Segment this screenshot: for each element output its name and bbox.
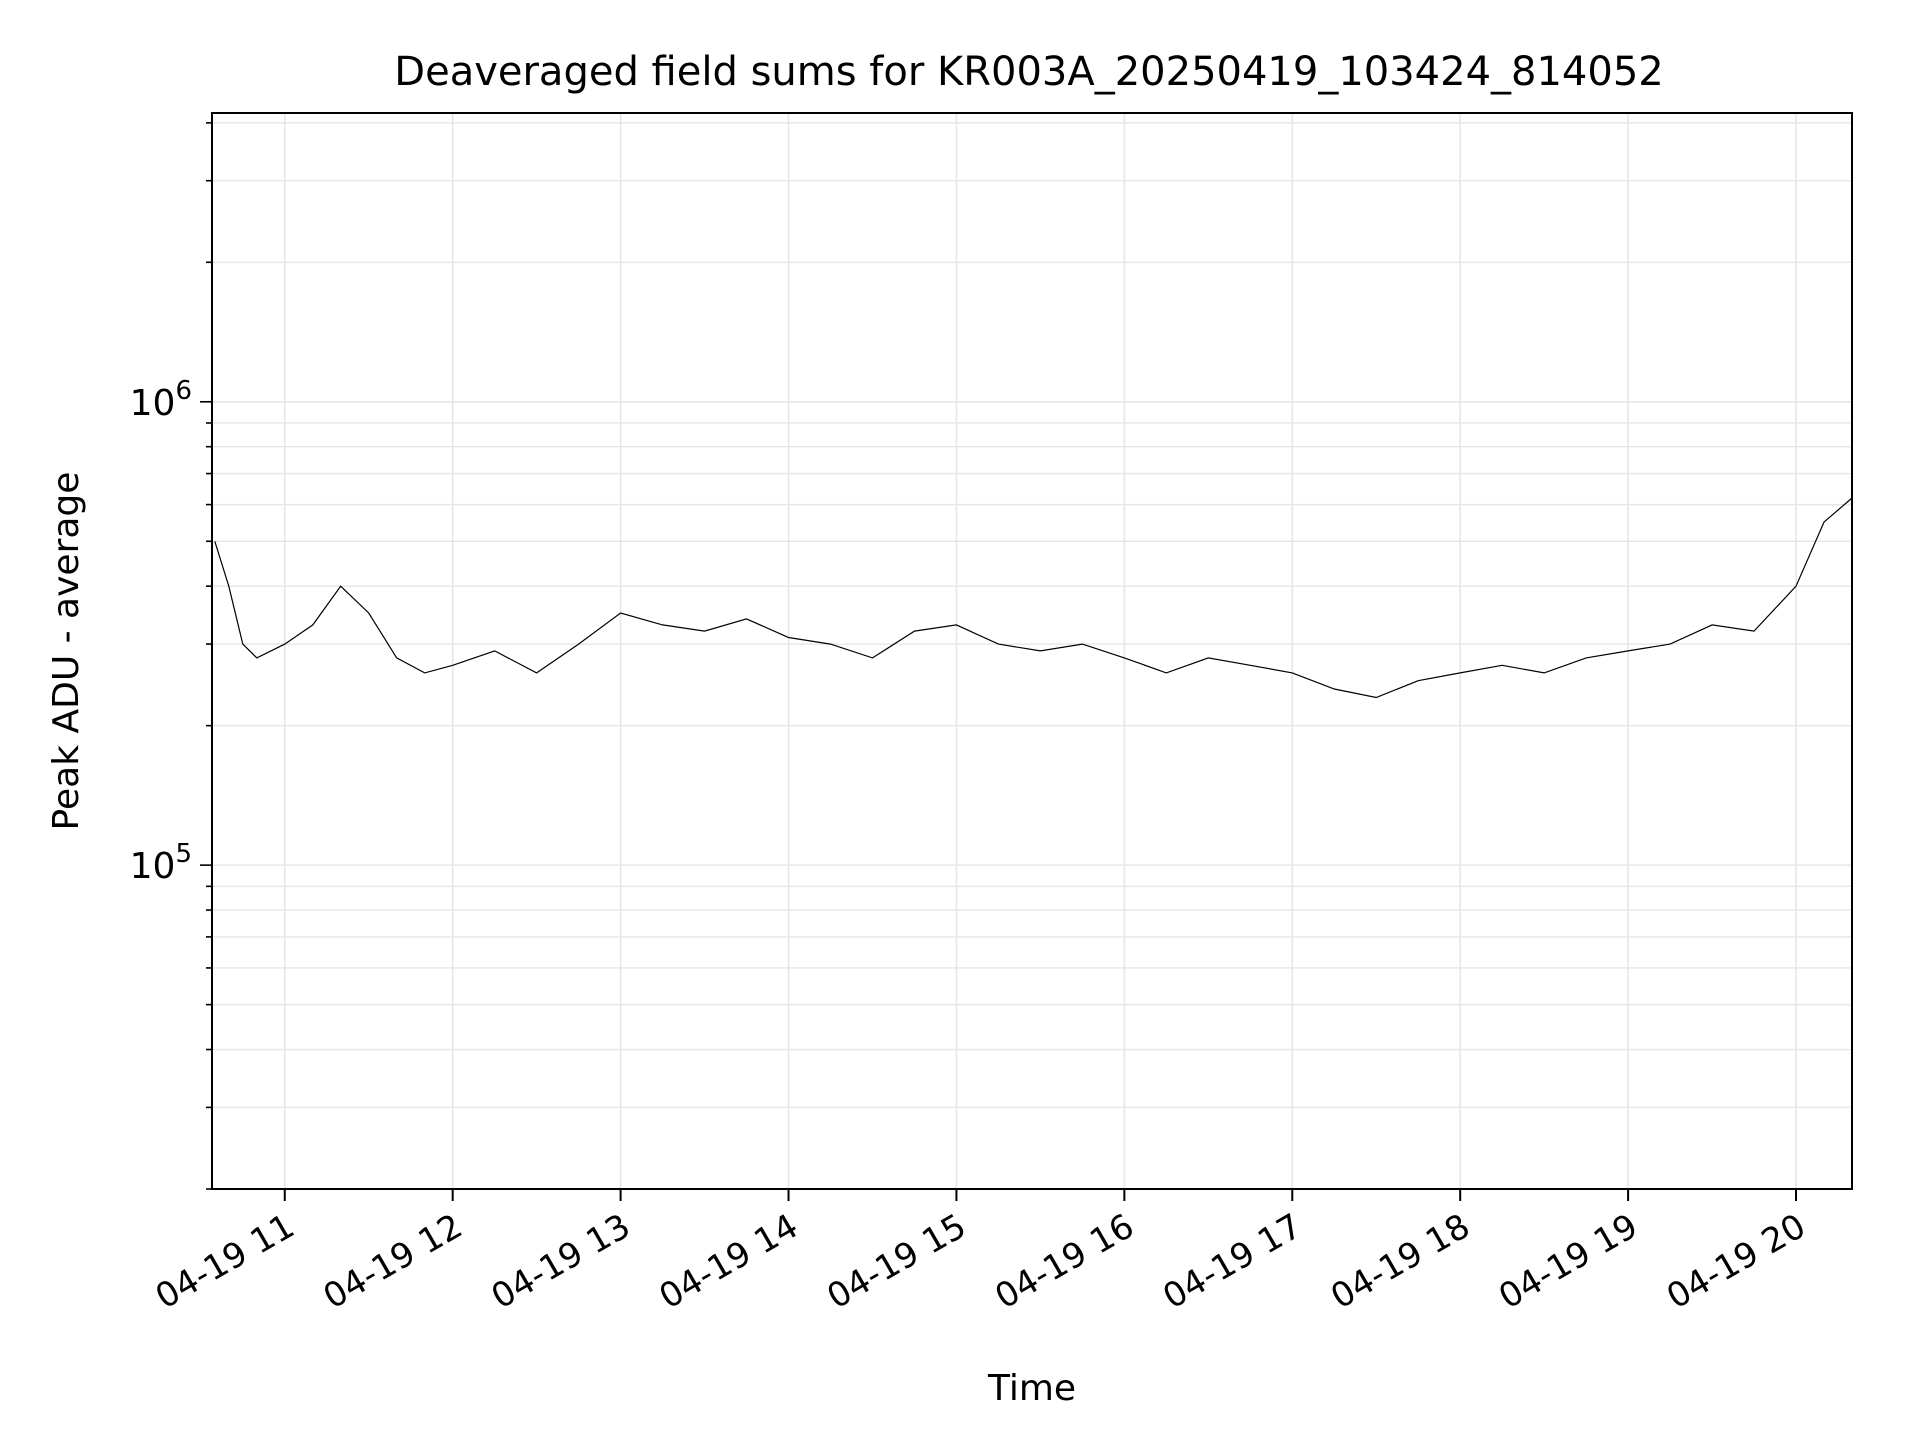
data-series-layer	[214, 497, 1853, 699]
x-axis-label: Time	[987, 1368, 1076, 1409]
plot-area-frame	[211, 112, 1853, 1190]
data-series-line	[214, 497, 1853, 699]
y-axis-ticks: 105 106	[130, 122, 212, 1190]
y-tick-label: 106	[130, 376, 192, 424]
chart-title: Deaveraged field sums for KR003A_2025041…	[394, 49, 1663, 95]
y-axis-label: Peak ADU - average	[46, 472, 87, 831]
y-tick-label: 105	[130, 839, 192, 887]
